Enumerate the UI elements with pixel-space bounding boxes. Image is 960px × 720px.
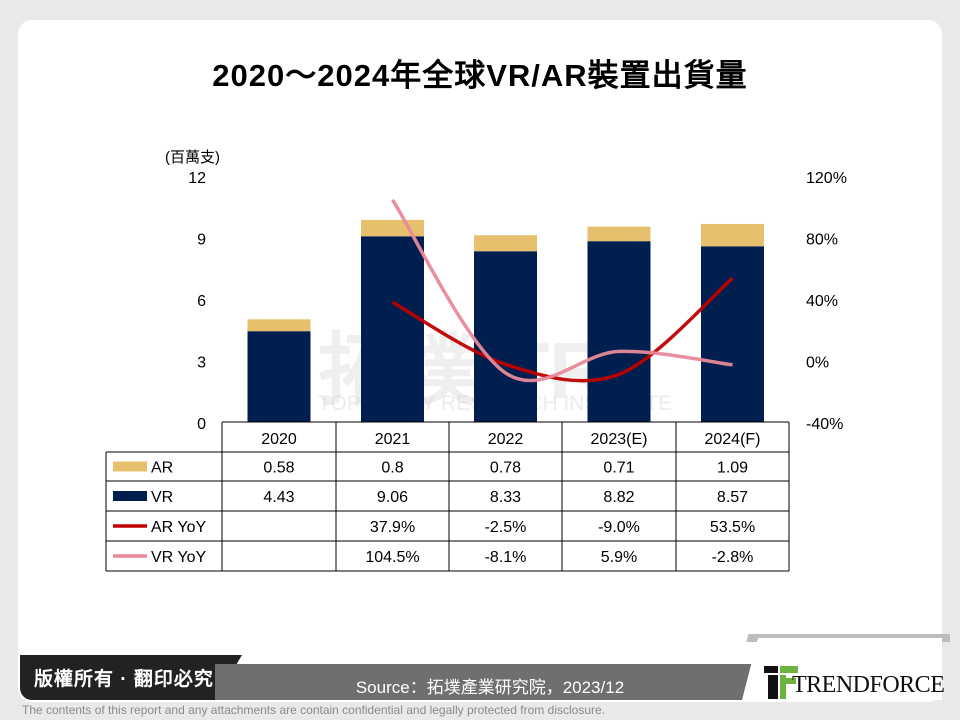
category-label: 2020 bbox=[261, 431, 297, 448]
legend-label: AR YoY bbox=[151, 519, 206, 536]
y2-tick-label: 120% bbox=[806, 170, 847, 187]
table-cell: 9.06 bbox=[377, 489, 408, 506]
y2-tick-label: 40% bbox=[806, 293, 838, 310]
y-axis-unit: (百萬支) bbox=[165, 149, 220, 166]
copyright-text: 版權所有 · 翻印必究 bbox=[34, 669, 214, 690]
disclaimer: The contents of this report and any atta… bbox=[22, 703, 605, 717]
trendforce-logo-text: TRENDFORCE bbox=[792, 672, 945, 698]
table-cell: -2.8% bbox=[712, 549, 754, 566]
bar-vr bbox=[247, 331, 311, 422]
legend-label: VR YoY bbox=[151, 549, 206, 566]
line-vr-yoy bbox=[391, 198, 733, 383]
source-text: Source：拓墣產業研究院，2023/12 bbox=[355, 678, 625, 697]
legend-label: AR bbox=[151, 460, 173, 477]
category-label: 2024(F) bbox=[704, 431, 760, 448]
table-cell: 0.71 bbox=[603, 460, 634, 477]
logo-area bbox=[742, 638, 942, 700]
table-cell: 8.33 bbox=[490, 489, 521, 506]
bar-vr bbox=[474, 251, 537, 422]
bar-vr bbox=[587, 241, 651, 422]
table-cell: 4.43 bbox=[263, 489, 294, 506]
bar-ar bbox=[247, 319, 311, 332]
table-cell: 8.57 bbox=[717, 489, 748, 506]
table-cell: 104.5% bbox=[365, 549, 419, 566]
copyright-band: 版權所有 · 翻印必究 bbox=[20, 655, 242, 700]
y-tick-label: 12 bbox=[188, 170, 206, 187]
table-cell: 8.82 bbox=[603, 489, 634, 506]
category-label: 2021 bbox=[375, 431, 411, 448]
table-cell: 0.58 bbox=[263, 460, 294, 477]
y2-tick-label: -40% bbox=[806, 416, 843, 433]
legend-label: VR bbox=[151, 489, 173, 506]
bar-vr bbox=[361, 236, 424, 422]
category-label: 2022 bbox=[488, 431, 524, 448]
source-band: Source：拓墣產業研究院，2023/12 bbox=[215, 664, 765, 700]
bar-ar bbox=[474, 235, 537, 252]
bar-ar bbox=[701, 223, 764, 247]
y-tick-label: 9 bbox=[197, 232, 206, 249]
table-cell: 37.9% bbox=[370, 519, 415, 536]
bar-ar bbox=[587, 226, 651, 242]
legend-swatch bbox=[113, 461, 147, 472]
table-cell: -2.5% bbox=[485, 519, 527, 536]
line-ar-yoy bbox=[391, 276, 734, 383]
y-tick-label: 3 bbox=[197, 355, 206, 372]
table-cell: -9.0% bbox=[598, 519, 640, 536]
table-cell: -8.1% bbox=[485, 549, 527, 566]
y-tick-label: 6 bbox=[197, 293, 206, 310]
chart-title: 2020～2024年全球VR/AR裝置出貨量 bbox=[212, 58, 748, 93]
bar-vr bbox=[701, 246, 764, 422]
category-label: 2023(E) bbox=[591, 431, 648, 448]
table-cell: 5.9% bbox=[601, 549, 637, 566]
legend-swatch bbox=[113, 491, 147, 501]
y2-tick-label: 0% bbox=[806, 355, 829, 372]
table-cell: 0.8 bbox=[381, 460, 403, 477]
y-tick-label: 0 bbox=[197, 416, 206, 433]
y2-tick-label: 80% bbox=[806, 232, 838, 249]
trendforce-logo-icon bbox=[764, 666, 798, 699]
table-cell: 1.09 bbox=[717, 460, 748, 477]
table-cell: 0.78 bbox=[490, 460, 521, 477]
bar-ar bbox=[361, 219, 424, 237]
table-cell: 53.5% bbox=[710, 519, 755, 536]
